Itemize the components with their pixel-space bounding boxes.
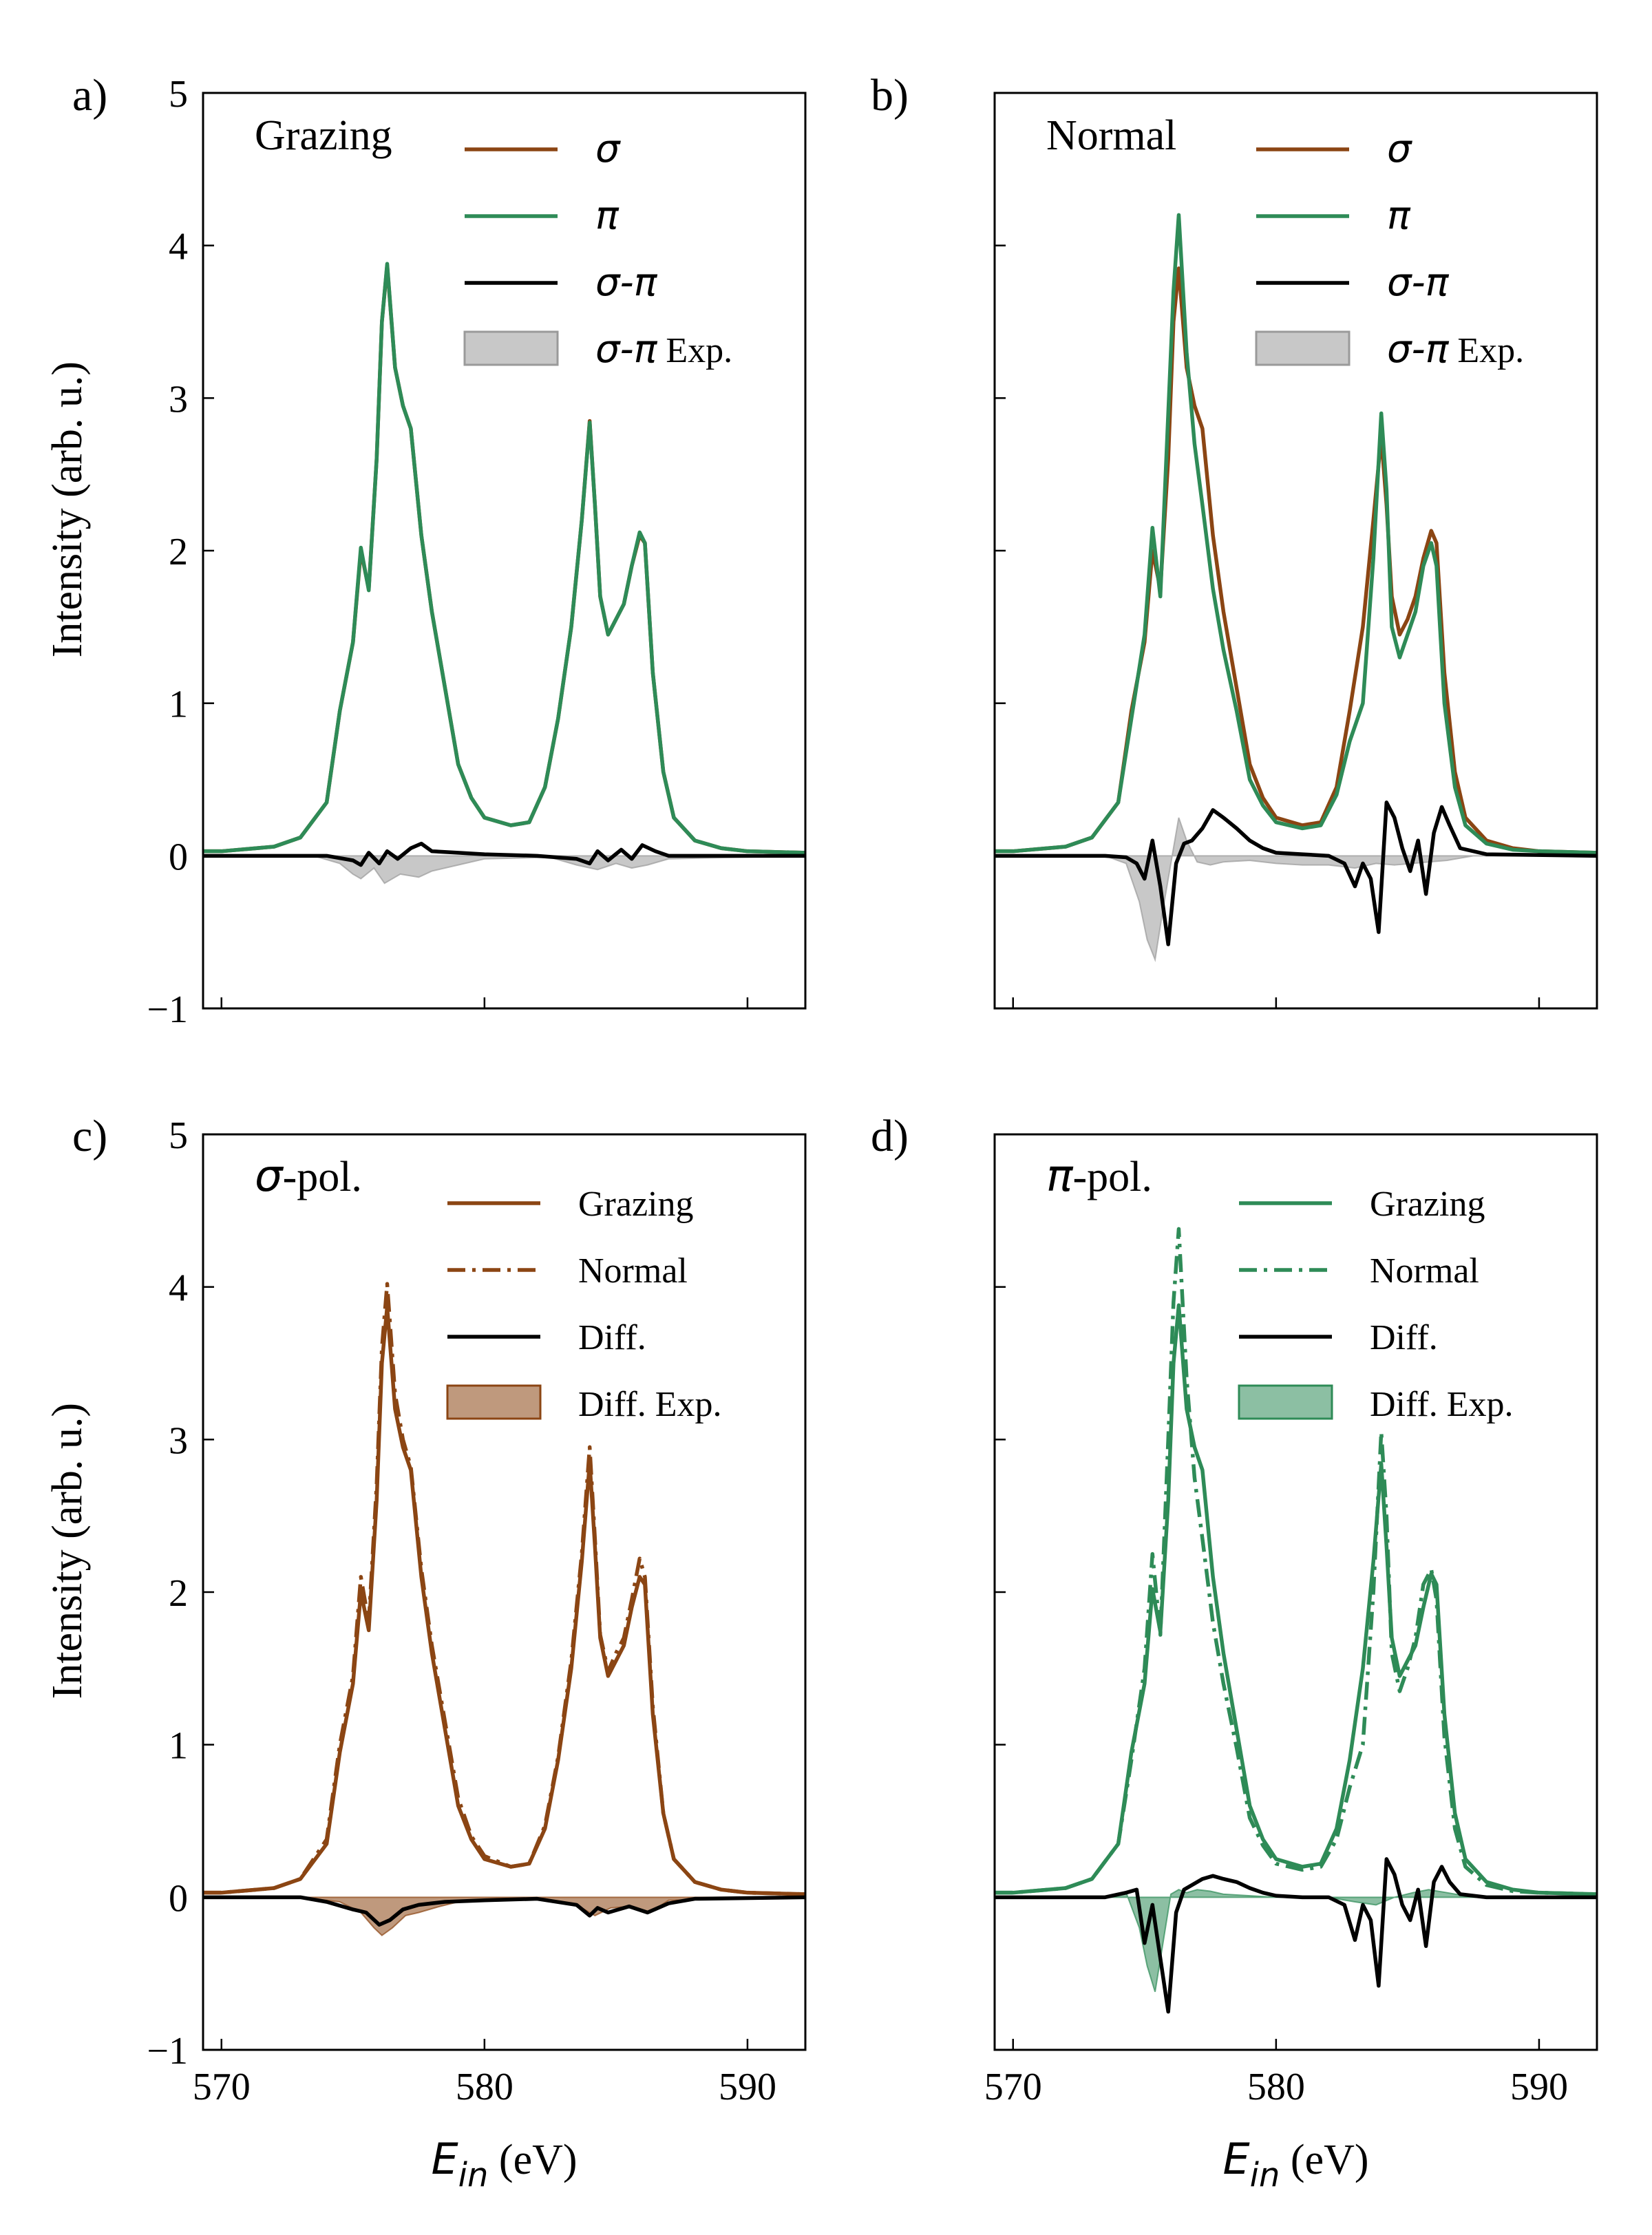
legend-label: Grazing: [1370, 1185, 1485, 1224]
legend-entry: Grazing: [1239, 1185, 1485, 1224]
legend-label: Normal: [1370, 1251, 1479, 1291]
x-tick-label: 570: [984, 2066, 1042, 2108]
panel-2: b) Normal σπ σ-π σ-π Exp.: [871, 70, 1598, 1010]
x-tick-label: 590: [1510, 2066, 1568, 2108]
legend-entry: π: [1256, 193, 1411, 238]
y-axis-label: Intensity (arb. u.): [44, 1403, 91, 1699]
legend-entry: σ: [465, 127, 621, 171]
legend-label: σ-π: [595, 260, 658, 305]
legend-swatch: [463, 330, 559, 366]
x-tick-label: 590: [719, 2066, 776, 2108]
legend-entry: Grazing: [447, 1185, 693, 1224]
y-axis-label: Intensity (arb. u.): [44, 361, 91, 657]
legend-entry: σ-π: [1256, 260, 1450, 305]
legend-label: Grazing: [578, 1185, 693, 1224]
series-line-diff: [995, 1857, 1597, 2014]
panel-title: σ-pol.: [255, 1151, 362, 1202]
y-tick-label: 4: [169, 1267, 188, 1310]
legend-label: σ: [1387, 127, 1412, 171]
legend-label: Normal: [578, 1251, 688, 1291]
legend-label: σ-π: [1387, 260, 1450, 305]
y-tick-label: 0: [169, 836, 188, 878]
axes-frame: [993, 1133, 1598, 2051]
y-tick-label: 2: [169, 1572, 188, 1615]
series-fill-exp: [203, 855, 805, 885]
legend-label: Diff.: [1370, 1318, 1438, 1357]
axes-frame: [993, 92, 1598, 1010]
y-tick-label: 4: [169, 226, 188, 268]
plot-area: [203, 1282, 805, 1937]
x-tick-label: 580: [1247, 2066, 1305, 2108]
legend-label: Diff.: [578, 1318, 646, 1357]
x-tick-label: 570: [193, 2066, 251, 2108]
y-tick-label: 1: [169, 1725, 188, 1768]
legend-entry: Diff. Exp.: [446, 1384, 721, 1424]
legend-entry: π: [465, 193, 620, 238]
x-axis-label: Ein (eV): [431, 2134, 577, 2194]
y-tick-label: 1: [169, 684, 188, 726]
legend-entry: Normal: [1239, 1251, 1479, 1291]
legend-label: σ-π Exp.: [1387, 327, 1524, 372]
series-fill-exp: [995, 817, 1597, 962]
y-tick-label: 3: [169, 378, 188, 421]
legend-label: Diff. Exp.: [1370, 1385, 1513, 1424]
series-line-diff: [995, 213, 1597, 855]
panel-3: c) −1 0 1 2 3 4 5 570 580 590 Intensity (arb. u.) Ei…: [44, 1111, 807, 2194]
legend-entry: σ: [1256, 127, 1412, 171]
panel-1: a) −1 0 1 2 3 4 5 Intensity (arb. u.) Grazing σπ σ-…: [44, 70, 807, 1031]
y-tick-label: 3: [169, 1419, 188, 1462]
series-line-diff: [203, 1895, 805, 1927]
panel-letter: a): [72, 70, 107, 120]
legend-entry: σ-π Exp.: [1255, 327, 1524, 372]
y-tick-label: 5: [169, 1114, 188, 1157]
legend-entry: Diff.: [1239, 1318, 1438, 1357]
plot-area: [203, 262, 805, 885]
legend-entry: Diff.: [447, 1318, 646, 1357]
legend-label: π: [1387, 193, 1411, 238]
axes-frame: [202, 1133, 807, 2051]
series-line-diff: [203, 262, 805, 855]
plot-area: [995, 1227, 1597, 2014]
y-tick-label: −1: [147, 988, 188, 1031]
legend-label: π: [595, 193, 620, 238]
legend-label: Diff. Exp.: [578, 1385, 721, 1424]
x-tick-label: 580: [456, 2066, 513, 2108]
legend-swatch: [1255, 330, 1351, 366]
panel-title: π-pol.: [1046, 1151, 1152, 1202]
panel-title: Normal: [1046, 112, 1176, 159]
plot-area: [995, 213, 1597, 962]
y-tick-label: 0: [169, 1877, 188, 1920]
panel-letter: b): [871, 70, 909, 120]
panel-letter: d): [871, 1111, 909, 1161]
legend-entry: Normal: [447, 1251, 688, 1291]
legend-entry: σ-π: [465, 260, 658, 305]
legend-entry: σ-π Exp.: [463, 327, 732, 372]
series-fill-diffexp: [203, 1896, 805, 1937]
series-fill-diffexp: [995, 1889, 1597, 1993]
y-tick-label: 5: [169, 73, 188, 116]
panel-letter: c): [72, 1111, 107, 1161]
series-line-diff: [203, 841, 805, 867]
legend-entry: Diff. Exp.: [1238, 1384, 1513, 1424]
legend-swatch: [1238, 1384, 1333, 1420]
y-tick-label: 2: [169, 531, 188, 573]
legend-swatch: [446, 1384, 542, 1420]
series-line-diff: [995, 801, 1597, 946]
panel-title: Grazing: [255, 112, 392, 159]
y-tick-label: −1: [147, 2030, 188, 2073]
panel-4: d) 570 580 590 Ein (eV) π-pol. Grazing Normal Di…: [871, 1111, 1598, 2194]
series-line-normal: [203, 1282, 805, 1896]
legend-label: σ-π Exp.: [595, 327, 732, 372]
axes-frame: [202, 92, 807, 1010]
legend-label: σ: [595, 127, 621, 171]
series-line-grazing: [995, 1303, 1597, 1896]
series-line-normal: [995, 1227, 1597, 1896]
x-axis-label: Ein (eV): [1222, 2134, 1368, 2194]
